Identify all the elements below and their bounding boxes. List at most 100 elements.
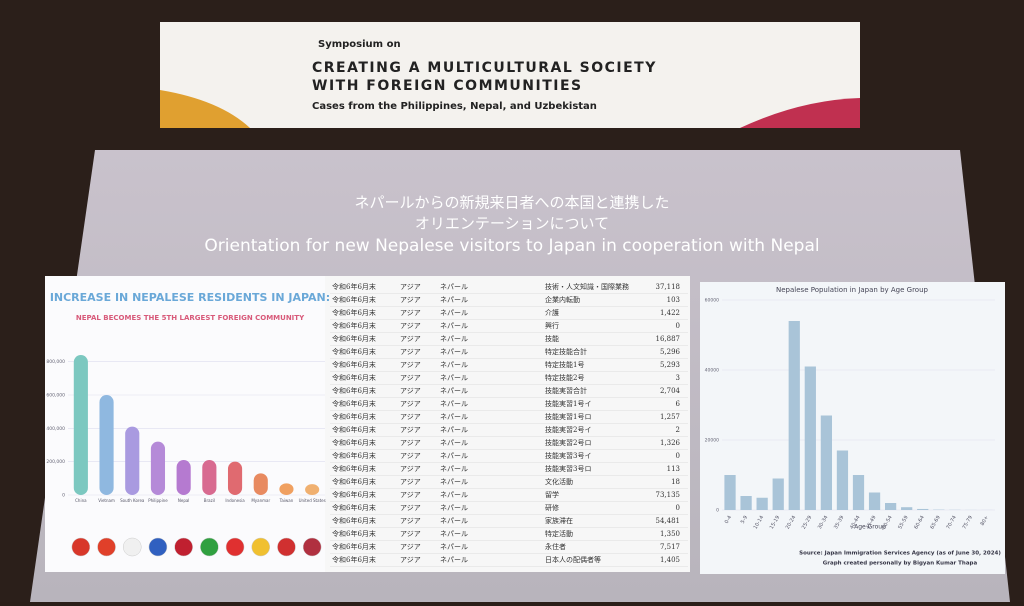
table-cell: 0 — [676, 452, 680, 460]
table-cell: 技能実習3号イ — [545, 451, 591, 460]
table-cell: ネパール — [440, 543, 468, 551]
table-cell: 令和6年6月末 — [332, 347, 376, 356]
bar — [869, 493, 880, 511]
bar — [917, 509, 928, 510]
table-cell: アジア — [400, 335, 421, 343]
flag-icon — [72, 538, 90, 556]
x-tick-label: Vietnam — [98, 498, 115, 503]
table-cell: 令和6年6月末 — [332, 516, 376, 525]
table-cell: アジア — [400, 283, 421, 291]
bar — [151, 442, 165, 495]
table-cell: 1,257 — [660, 413, 680, 421]
table-cell: 令和6年6月末 — [332, 542, 376, 551]
table-cell: 特定活動 — [545, 529, 573, 538]
y-tick-label: 400,000 — [46, 426, 65, 432]
table-cell: 令和6年6月末 — [332, 334, 376, 343]
bar — [228, 462, 242, 495]
x-tick-label: Indonesia — [225, 498, 245, 503]
x-tick-label: Taiwan — [279, 498, 294, 503]
table-cell: ネパール — [440, 491, 468, 499]
y-tick-label: 40000 — [705, 368, 719, 374]
table-cell: ネパール — [440, 361, 468, 369]
bar — [125, 427, 139, 495]
table-cell: アジア — [400, 296, 421, 304]
banner-title: CREATING A MULTICULTURAL SOCIETY — [312, 60, 657, 76]
table-cell: アジア — [400, 530, 421, 538]
flag-icon — [303, 538, 321, 556]
flag-icon — [277, 538, 295, 556]
flag-icon — [200, 538, 218, 556]
table-cell: 永住者 — [545, 542, 566, 551]
table-cell: ネパール — [440, 387, 468, 395]
table-cell: ネパール — [440, 283, 468, 291]
right-chart-title: Nepalese Population in Japan by Age Grou… — [776, 286, 929, 294]
x-tick-label: United States — [299, 498, 326, 503]
table-cell: ネパール — [440, 504, 468, 512]
table-cell: 技能実習1号ロ — [545, 412, 591, 421]
table-cell: 特定技能合計 — [545, 347, 587, 356]
table-cell: 令和6年6月末 — [332, 490, 376, 499]
table-cell: アジア — [400, 452, 421, 460]
table-cell: 特定技能2号 — [545, 373, 584, 382]
credit: Graph created personally by Bigyan Kumar… — [823, 561, 978, 567]
table-cell: アジア — [400, 556, 421, 564]
table-cell: 日本人の配偶者等 — [545, 555, 601, 564]
table-cell: アジア — [400, 517, 421, 525]
table-cell: ネパール — [440, 530, 468, 538]
y-tick-label: 20000 — [705, 438, 719, 444]
slide-title-ja: ネパールからの新規来日者への本国と連携した — [354, 194, 669, 212]
table-cell: 73,135 — [656, 491, 681, 499]
table-cell: アジア — [400, 478, 421, 486]
bar — [789, 321, 800, 510]
table-cell: 18 — [671, 478, 680, 486]
table-cell: 技能実習3号ロ — [545, 464, 591, 473]
table-cell: 留学 — [545, 490, 559, 499]
table-cell: アジア — [400, 439, 421, 447]
bar — [901, 507, 912, 510]
table-cell: アジア — [400, 348, 421, 356]
table-cell: 103 — [667, 296, 680, 304]
table-cell: 文化活動 — [545, 477, 573, 486]
table-cell: 令和6年6月末 — [332, 373, 376, 382]
table-cell: 0 — [676, 504, 680, 512]
table-cell: アジア — [400, 322, 421, 330]
bar — [773, 479, 784, 511]
table-cell: アジア — [400, 543, 421, 551]
table-cell: 1,405 — [660, 556, 680, 564]
table-cell: 技能 — [545, 334, 559, 343]
table-cell: アジア — [400, 361, 421, 369]
table-cell: 1,422 — [660, 309, 680, 317]
bar — [74, 355, 88, 495]
table-cell: 令和6年6月末 — [332, 282, 376, 291]
table-cell: アジア — [400, 387, 421, 395]
bar — [305, 484, 319, 495]
slide-title-ja: オリエンテーションについて — [415, 215, 609, 233]
flag-icon — [98, 538, 116, 556]
table-cell: 令和6年6月末 — [332, 555, 376, 564]
banner-line: Symposium on — [318, 39, 401, 50]
table-cell: 令和6年6月末 — [332, 399, 376, 408]
table-cell: 令和6年6月末 — [332, 308, 376, 317]
bar — [757, 498, 768, 510]
x-tick-label: Brazil — [204, 498, 215, 503]
table-cell: 技能実習合計 — [545, 386, 587, 395]
table-cell: アジア — [400, 400, 421, 408]
x-tick-label: China — [75, 498, 87, 503]
table-cell: 令和6年6月末 — [332, 386, 376, 395]
bar — [724, 475, 735, 510]
bar — [254, 473, 268, 495]
flag-icon — [226, 538, 244, 556]
bar — [279, 483, 293, 495]
table-cell: 技能実習2号ロ — [545, 438, 591, 447]
x-tick-label: Myanmar — [251, 498, 270, 503]
table-cell: ネパール — [440, 478, 468, 486]
y-tick-label: 600,000 — [46, 393, 65, 399]
table-cell: アジア — [400, 309, 421, 317]
y-tick-label: 0 — [62, 493, 65, 499]
table-cell: 令和6年6月末 — [332, 477, 376, 486]
flag-icon — [175, 538, 193, 556]
table-cell: 研修 — [545, 503, 559, 512]
table-cell: アジア — [400, 426, 421, 434]
banner-subtitle: Cases from the Philippines, Nepal, and U… — [312, 101, 597, 112]
table-cell: ネパール — [440, 517, 468, 525]
